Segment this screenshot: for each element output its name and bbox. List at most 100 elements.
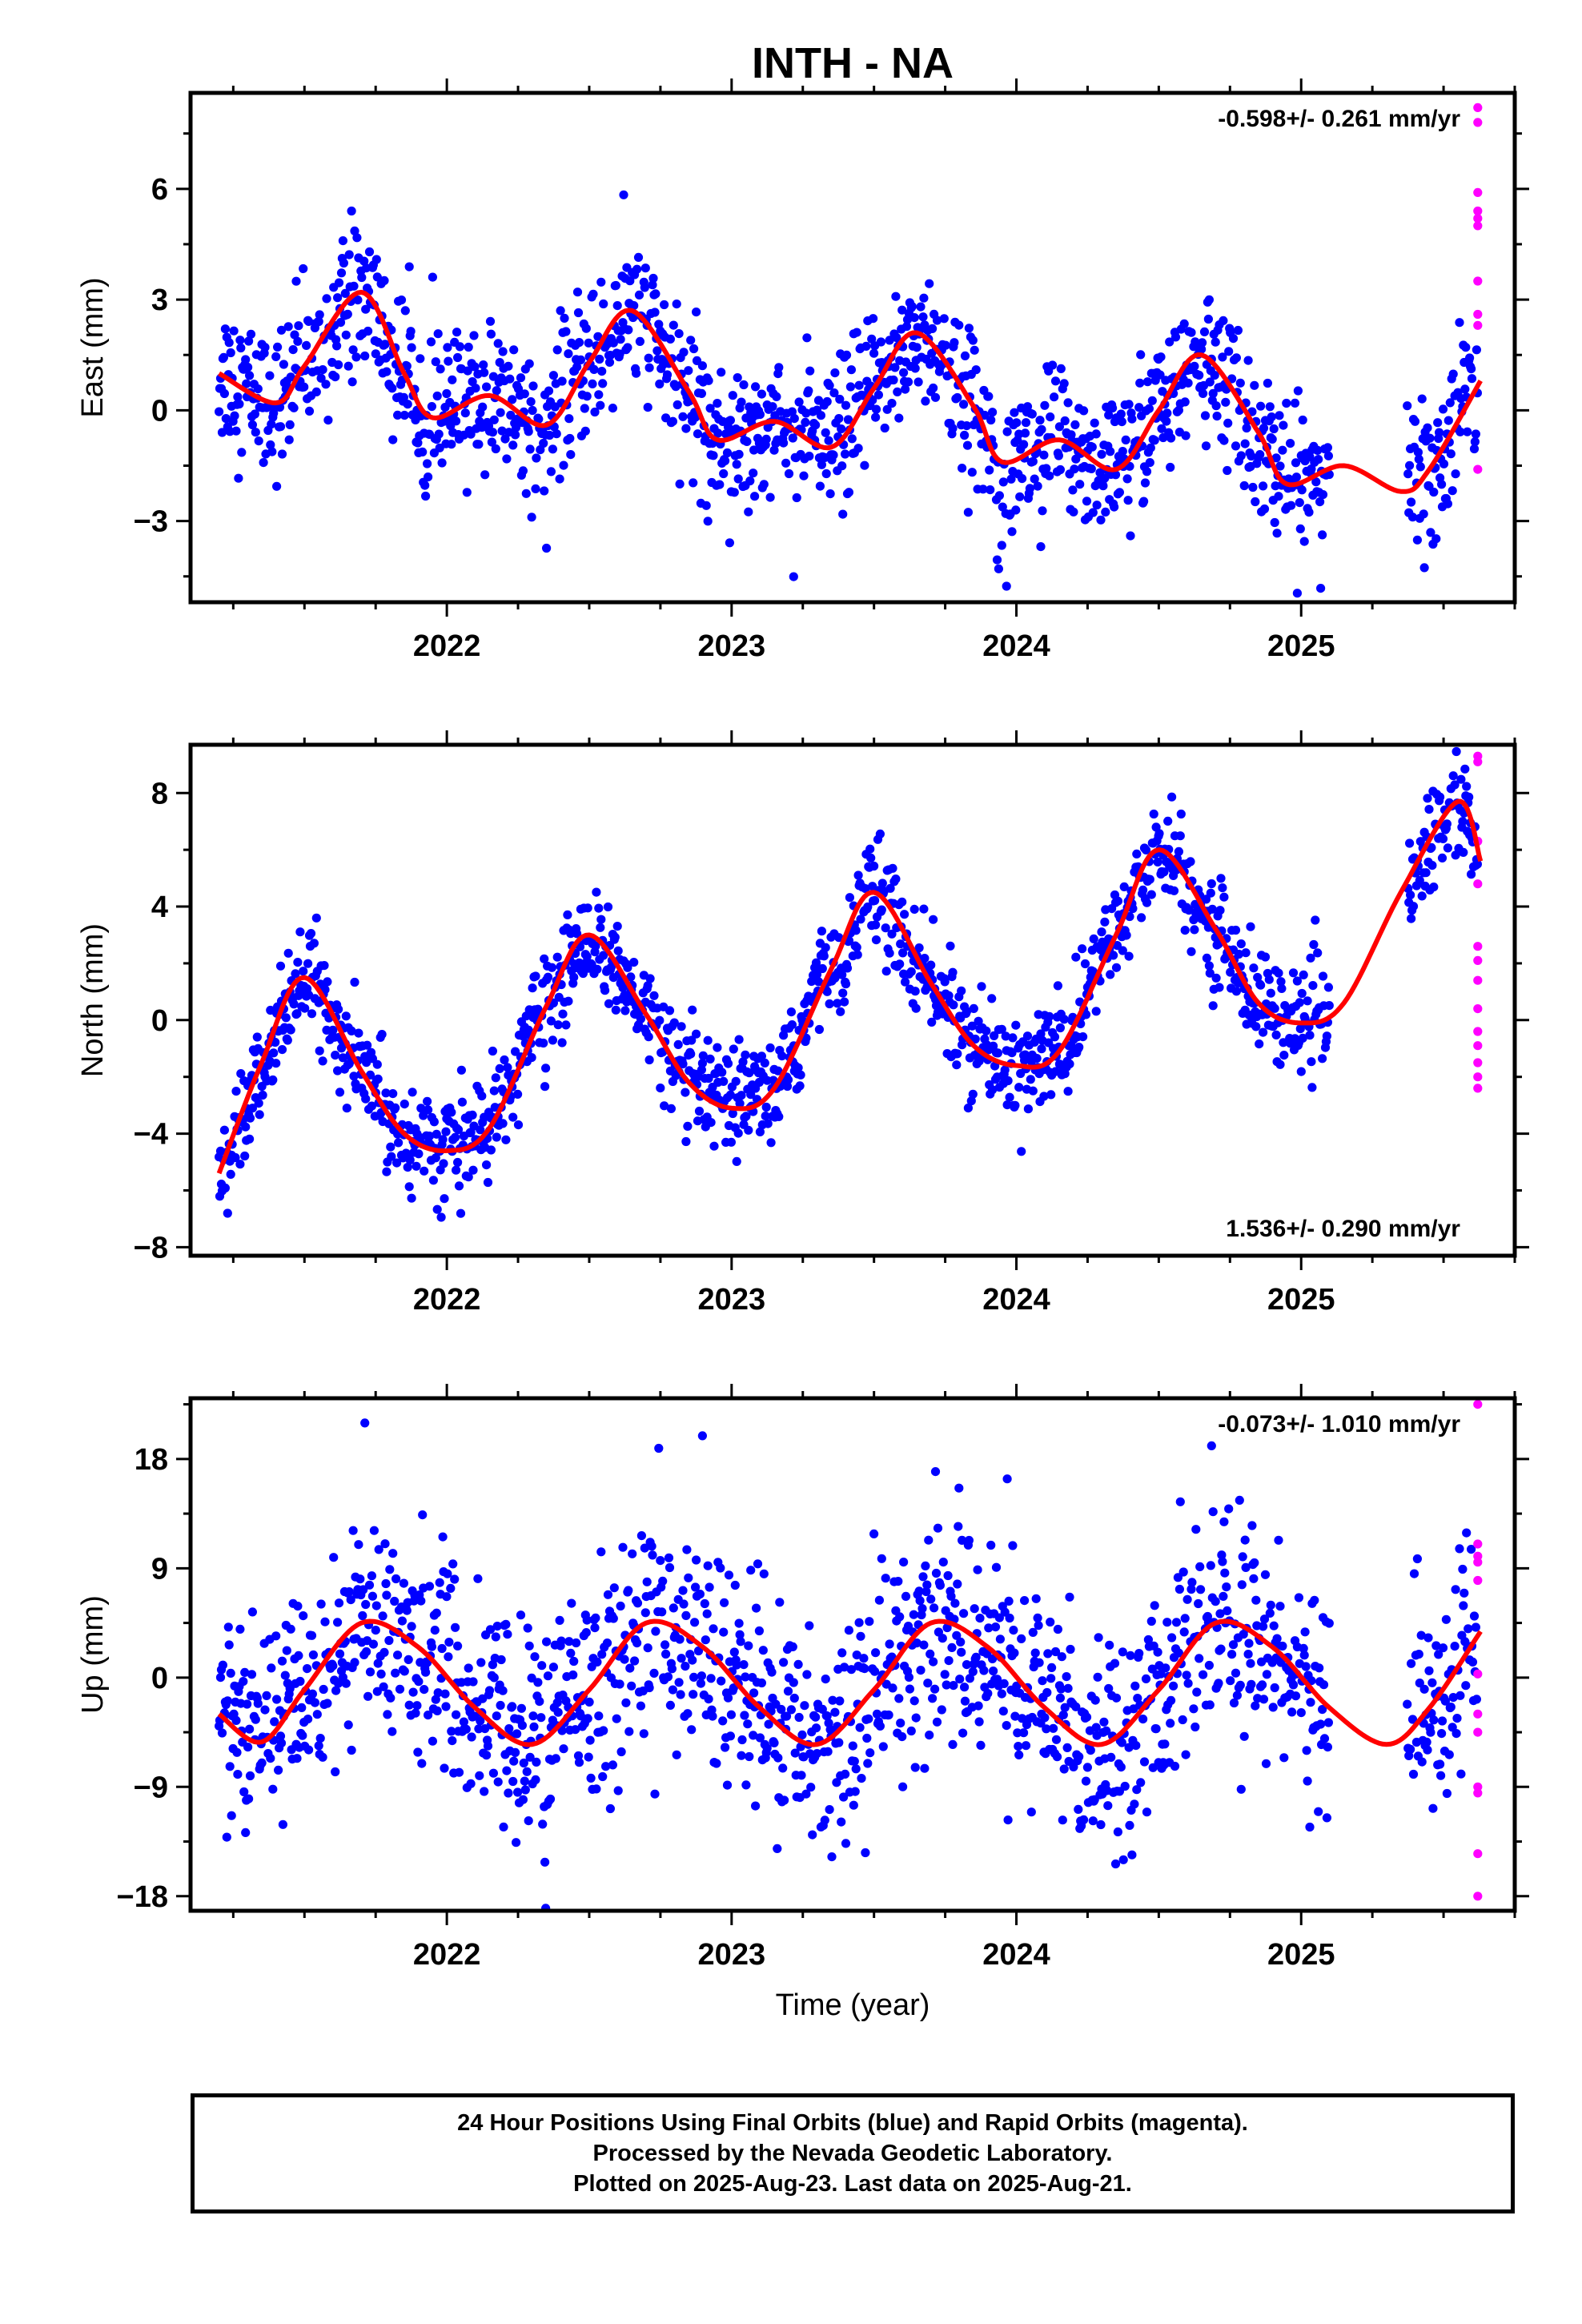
data-point [959,400,969,409]
data-point [597,1650,607,1659]
rapid-point [1473,309,1483,320]
data-point [758,1646,768,1655]
data-point [1467,870,1476,879]
data-point [899,368,909,377]
data-point [219,352,228,362]
data-point [601,1762,611,1771]
data-point [612,1714,621,1723]
data-point [276,325,287,335]
data-point [376,1669,386,1679]
data-point [797,1730,807,1739]
data-point [636,1701,646,1711]
data-point [1246,1659,1255,1668]
data-point [1042,1687,1052,1698]
data-point [477,1092,487,1101]
data-point [897,305,907,315]
data-point [291,276,301,286]
data-point [891,292,901,301]
data-point [382,1167,391,1176]
data-point [1170,332,1181,342]
data-point [1462,1528,1472,1538]
data-point [407,343,416,352]
data-point [871,404,881,414]
data-point [489,1673,499,1683]
data-point [379,1682,388,1691]
data-point [497,426,507,436]
data-point [331,372,340,382]
data-point [1219,316,1228,325]
data-point [243,363,253,372]
data-point [556,306,565,316]
rapid-point [1473,955,1483,965]
data-point [1153,857,1162,866]
data-point [721,1743,730,1752]
data-point [675,1634,685,1644]
data-point [939,314,949,324]
data-point [543,1671,553,1681]
data-point [958,1728,968,1738]
data-point [1307,1057,1316,1067]
data-point [1223,418,1233,428]
data-point [644,353,653,363]
data-point [1259,504,1270,514]
data-point [1251,1701,1260,1711]
data-point [903,377,913,387]
data-point [1218,883,1227,893]
data-point [797,1771,806,1780]
data-point [717,1068,727,1077]
data-point [1407,497,1416,507]
data-point [349,1072,359,1081]
data-point [757,1678,767,1688]
data-point [966,1096,976,1106]
data-point [618,983,628,992]
data-point [266,440,275,450]
data-point [930,1603,939,1613]
data-point [808,1830,817,1839]
data-point [446,1583,456,1593]
data-point [552,429,561,439]
data-point [914,943,924,953]
data-point [547,963,557,972]
data-point [438,1532,448,1542]
data-point [865,1748,875,1758]
data-point [695,1590,705,1599]
data-point [864,1714,873,1723]
data-point [1113,1827,1122,1837]
data-point [424,1105,433,1115]
data-point [536,1713,546,1723]
y-axis-label: North (mm) [76,923,110,1077]
data-point [694,1106,705,1116]
data-point [592,1657,602,1667]
data-point [920,954,930,963]
data-point [252,1032,262,1042]
data-point [834,414,844,424]
data-point [1295,1024,1305,1034]
data-point [1058,1710,1068,1719]
data-point [1058,1815,1067,1825]
data-point [371,349,380,359]
data-point [817,460,826,469]
data-point [928,1694,938,1703]
data-point [1459,847,1468,857]
data-point [841,449,850,459]
data-point [1053,1624,1062,1634]
data-point [452,328,462,337]
data-point [276,1739,287,1748]
data-point [962,1007,972,1016]
data-point [1011,505,1021,515]
data-point [751,382,761,392]
data-point [1069,507,1078,517]
data-point [1267,412,1276,422]
data-point [383,1710,392,1719]
data-point [322,294,331,304]
data-point [1241,948,1251,958]
data-point [473,1574,483,1583]
data-point [323,977,332,987]
data-point [1124,951,1134,961]
data-point [998,477,1008,487]
data-point [455,342,465,352]
data-point [962,1660,972,1670]
data-point [363,326,373,336]
data-point [1153,1647,1162,1657]
data-point [850,1787,860,1796]
